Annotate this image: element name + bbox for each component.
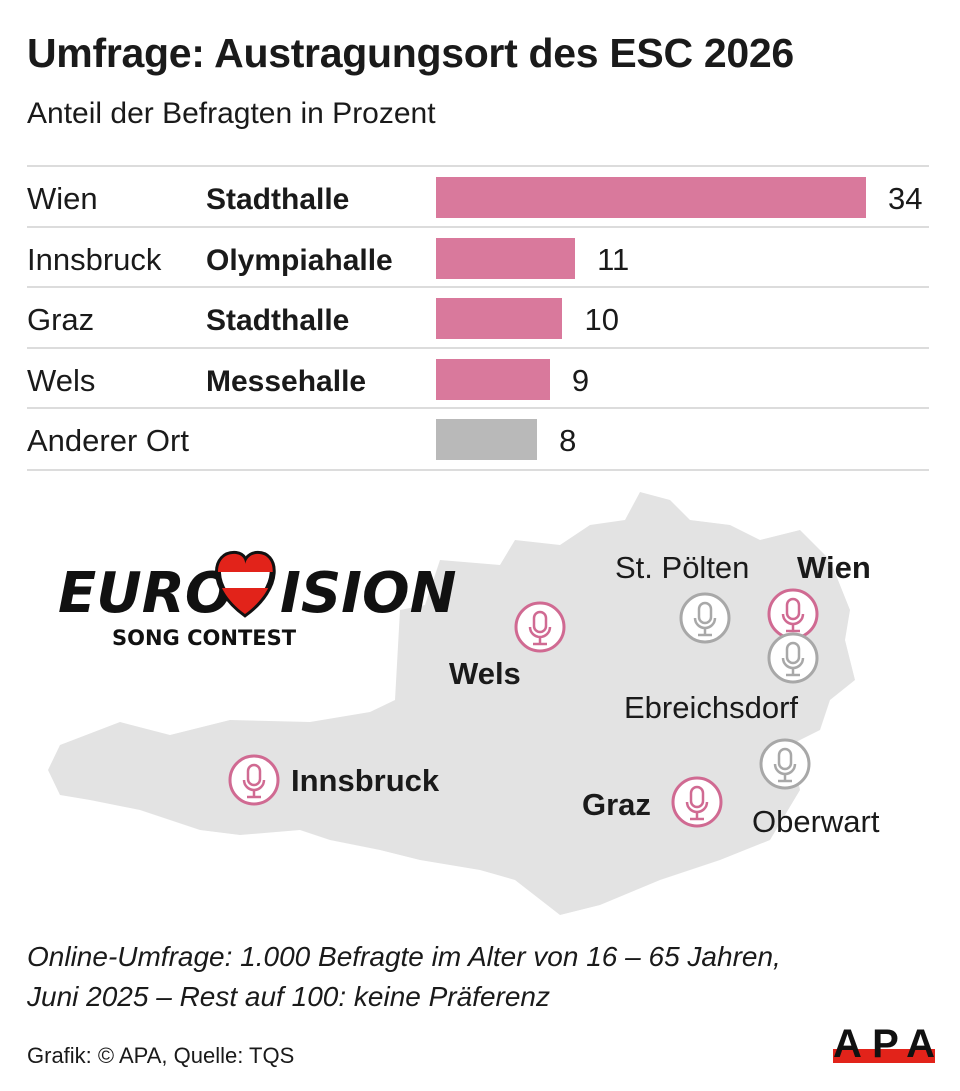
microphone-icon	[679, 592, 731, 644]
city-label: Anderer Ort	[27, 423, 189, 458]
value-label: 11	[597, 241, 630, 277]
logo-tagline: SONG CONTEST	[112, 626, 297, 650]
apa-logo: APA	[833, 1025, 935, 1066]
venue-label: Olympiahalle	[206, 243, 393, 277]
city-label: Wien	[27, 181, 98, 216]
bar	[436, 237, 576, 279]
austria-map: Wels St. Pölten Wien Ebreichsdorf Oberwa…	[48, 492, 880, 915]
map-label: Wels	[449, 656, 521, 691]
map-label: Oberwart	[752, 804, 880, 839]
bar	[436, 298, 563, 339]
chart-title: Umfrage: Austragungsort des ESC 2026	[27, 30, 794, 76]
bar	[436, 358, 550, 400]
bar	[436, 419, 538, 460]
city-label: Wels	[27, 362, 96, 398]
venue-label: Stadthalle	[206, 183, 350, 216]
bar-row: Innsbruck Olympiahalle 11	[27, 225, 929, 288]
microphone-icon	[767, 632, 819, 684]
austria-shape	[48, 492, 855, 915]
source-credit: Grafik: © APA, Quelle: TQS	[27, 1043, 295, 1068]
svg-text:APA: APA	[833, 1025, 935, 1066]
logo-word-2: ISION	[280, 561, 456, 626]
map-label: Graz	[582, 787, 651, 822]
value-label: 10	[584, 302, 619, 337]
bar-row: Graz Stadthalle 10	[27, 286, 929, 348]
venue-label: Messehalle	[206, 364, 367, 398]
logo-word-1: EURO	[58, 561, 232, 626]
bar-row: Wels Messehalle 9	[27, 346, 929, 409]
chart-subtitle: Anteil der Befragten in Prozent	[27, 97, 436, 130]
eurovision-logo: EURO ISION SONG CONTEST	[58, 550, 456, 650]
venue-label: Stadthalle	[206, 304, 350, 337]
map-label: Ebreichsdorf	[624, 690, 798, 725]
map-label: St. Pölten	[615, 550, 749, 585]
footnote-line-2: Juni 2025 – Rest auf 100: keine Präferen…	[27, 981, 551, 1012]
value-label: 9	[571, 362, 590, 398]
microphone-icon	[759, 738, 811, 790]
bar-row: Anderer Ort 8	[27, 407, 929, 471]
bar-row: Wien Stadthalle 34	[27, 165, 929, 227]
footnote-line-1: Online-Umfrage: 1.000 Befragte im Alter …	[27, 941, 781, 972]
map-label: Wien	[797, 550, 871, 585]
bar	[436, 177, 866, 218]
city-label: Graz	[27, 302, 95, 337]
microphone-icon	[767, 588, 819, 640]
footnote: Online-Umfrage: 1.000 Befragte im Alter …	[27, 937, 781, 1017]
microphone-icon	[671, 776, 723, 828]
city-label: Innsbruck	[27, 241, 162, 277]
value-label: 34	[888, 181, 923, 216]
map-label: Innsbruck	[291, 763, 440, 798]
microphone-icon	[228, 754, 280, 806]
microphone-icon	[514, 601, 566, 653]
value-label: 8	[559, 423, 577, 458]
